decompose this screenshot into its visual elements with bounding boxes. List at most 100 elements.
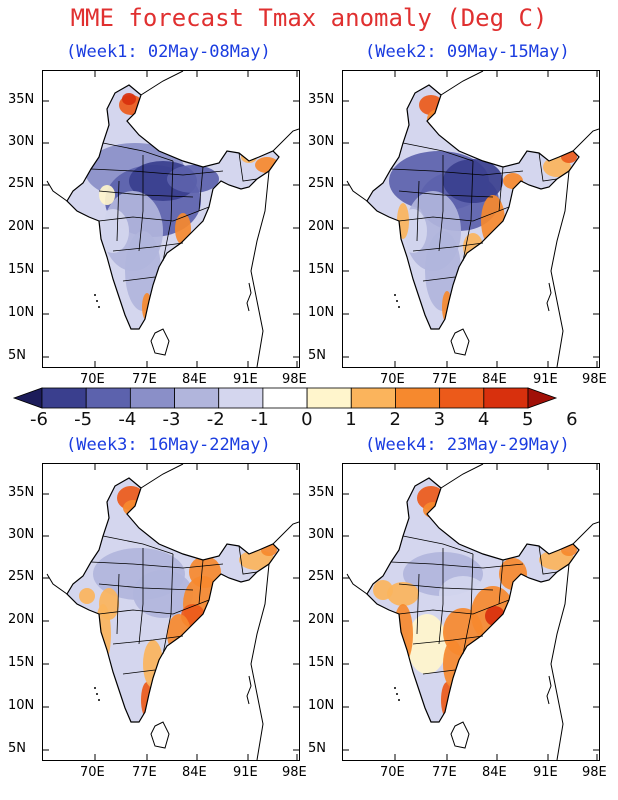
- state-boundary: [112, 635, 184, 645]
- colorbar-label: 6: [566, 409, 578, 430]
- lon-label: 91E: [233, 765, 258, 780]
- colorbar-label: -3: [162, 409, 181, 430]
- state-boundary: [198, 559, 204, 605]
- anomaly-contour: [373, 580, 393, 600]
- colorbar-label: 3: [433, 409, 446, 430]
- neighbour-border: [46, 573, 68, 595]
- colorbar-swatch: [85, 387, 131, 409]
- lon-label: 77E: [432, 765, 457, 780]
- colorbar-label: 0: [301, 409, 313, 430]
- anomaly-shading: [373, 486, 577, 718]
- neighbour-border: [550, 563, 570, 760]
- lon-label: 84E: [182, 765, 207, 780]
- state-boundary: [438, 548, 444, 645]
- state-boundary: [116, 573, 120, 635]
- lakshadweep-islands: [396, 300, 398, 302]
- lon-label: 91E: [533, 765, 558, 780]
- india-outline: [66, 84, 280, 330]
- state-boundary: [412, 635, 484, 645]
- neighbour-border: [572, 521, 599, 545]
- anomaly-contour: [167, 614, 191, 654]
- lat-label: 20N: [8, 219, 35, 234]
- anomaly-contour: [485, 606, 505, 626]
- state-boundary: [238, 152, 258, 182]
- lon-label: 77E: [132, 765, 157, 780]
- panel-title-week3: (Week3: 16May-22May): [66, 435, 271, 455]
- colorbar-label: 2: [389, 409, 401, 430]
- lat-label: 15N: [308, 655, 335, 670]
- lon-label: 77E: [432, 372, 457, 387]
- colorbar-swatch: [483, 387, 529, 409]
- lat-label: 20N: [8, 612, 35, 627]
- state-boundary: [162, 160, 174, 262]
- lakshadweep-islands: [398, 306, 400, 308]
- lat-label: 10N: [8, 698, 35, 713]
- state-boundary: [390, 561, 524, 569]
- map-panel-week1: [42, 70, 300, 368]
- colorbar-triangle-right: [527, 387, 558, 409]
- lat-label: 5N: [8, 741, 26, 756]
- state-boundary: [538, 545, 558, 575]
- lat-label: 35N: [8, 92, 35, 107]
- state-boundary: [102, 142, 174, 162]
- colorbar-swatch: [129, 387, 175, 409]
- neighbour-border: [440, 71, 484, 96]
- lakshadweep-islands: [394, 687, 396, 689]
- anomaly-contour: [387, 582, 419, 606]
- anomaly-contour: [443, 640, 463, 688]
- colorbar: [12, 387, 558, 409]
- anomaly-contour: [143, 640, 163, 688]
- anomaly-contour: [443, 159, 503, 203]
- anomaly-contour: [167, 165, 219, 193]
- state-boundary: [98, 206, 210, 222]
- lon-label: 98E: [282, 765, 307, 780]
- state-boundary: [438, 155, 444, 252]
- panel-title-week4: (Week4: 23May-29May): [365, 435, 570, 455]
- neighbour-border: [140, 71, 184, 96]
- lat-label: 35N: [308, 485, 335, 500]
- colorbar-label: -5: [74, 409, 93, 430]
- anomaly-contour: [543, 157, 571, 177]
- neighbour-border: [572, 128, 599, 152]
- lakshadweep-islands: [94, 294, 96, 296]
- state-boundary: [398, 206, 510, 222]
- andaman-islands: [546, 282, 552, 312]
- neighbour-border: [346, 573, 368, 595]
- state-boundary: [90, 168, 224, 176]
- lon-label: 84E: [482, 765, 507, 780]
- lat-label: 15N: [308, 262, 335, 277]
- colorbar-swatch: [174, 387, 220, 409]
- colorbar-swatch: [306, 387, 352, 409]
- lakshadweep-islands: [96, 693, 98, 695]
- anomaly-contour: [133, 570, 193, 618]
- colorbar-label: -4: [118, 409, 137, 430]
- state-boundary: [462, 553, 474, 655]
- neighbour-border: [272, 521, 299, 545]
- state-boundary: [390, 168, 524, 176]
- lat-label: 25N: [8, 176, 35, 191]
- colorbar-swatch: [262, 387, 308, 409]
- colorbar-label: 5: [522, 409, 534, 430]
- colorbar-triangle-left: [12, 387, 43, 409]
- lon-label: 91E: [233, 372, 258, 387]
- lat-label: 5N: [308, 741, 326, 756]
- india-outline: [366, 477, 580, 723]
- state-boundary: [98, 599, 210, 615]
- neighbour-border: [250, 563, 270, 760]
- map-week3: [43, 464, 299, 760]
- map-title: MME forecast Tmax anomaly (Deg C): [70, 4, 548, 32]
- india-outline: [66, 477, 280, 723]
- sri-lanka: [150, 721, 170, 749]
- lat-label: 30N: [308, 134, 335, 149]
- neighbour-border: [550, 170, 570, 367]
- map-week1: [43, 71, 299, 367]
- panel-title-week2: (Week2: 09May-15May): [365, 42, 570, 62]
- anomaly-contour: [499, 558, 527, 590]
- state-boundary: [402, 142, 474, 162]
- state-boundary: [462, 160, 474, 262]
- colorbar-label: 4: [477, 409, 490, 430]
- state-boundary: [122, 669, 156, 675]
- sri-lanka: [150, 328, 170, 356]
- colorbar-label: -2: [206, 409, 225, 430]
- state-boundary: [412, 242, 484, 252]
